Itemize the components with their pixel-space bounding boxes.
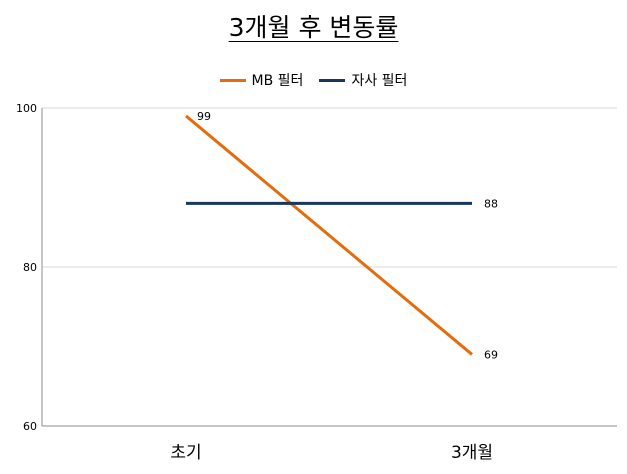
- data-label-s0-p1: 69: [484, 348, 498, 361]
- y-tick-label-80: 80: [23, 261, 37, 274]
- x-tick-label-1: 3개월: [451, 443, 493, 463]
- legend-swatch-mb: [219, 78, 246, 82]
- series-line-0: [185, 114, 473, 356]
- legend-item-own: 자사 필터: [319, 70, 407, 90]
- data-label-s0-p0: 99: [197, 110, 211, 123]
- y-tick-label-100: 100: [16, 102, 37, 115]
- x-tick-label-0: 초기: [170, 443, 201, 463]
- y-tick-label-60: 60: [23, 420, 37, 433]
- legend-label-mb: MB 필터: [251, 73, 304, 89]
- legend-swatch-own: [319, 78, 346, 82]
- legend: MB 필터 자사 필터: [0, 70, 627, 90]
- legend-label-own: 자사 필터: [351, 73, 408, 89]
- data-label-s1-p1: 88: [484, 197, 498, 210]
- legend-item-mb: MB 필터: [219, 70, 304, 90]
- chart-title: 3개월 후 변동률: [228, 13, 399, 42]
